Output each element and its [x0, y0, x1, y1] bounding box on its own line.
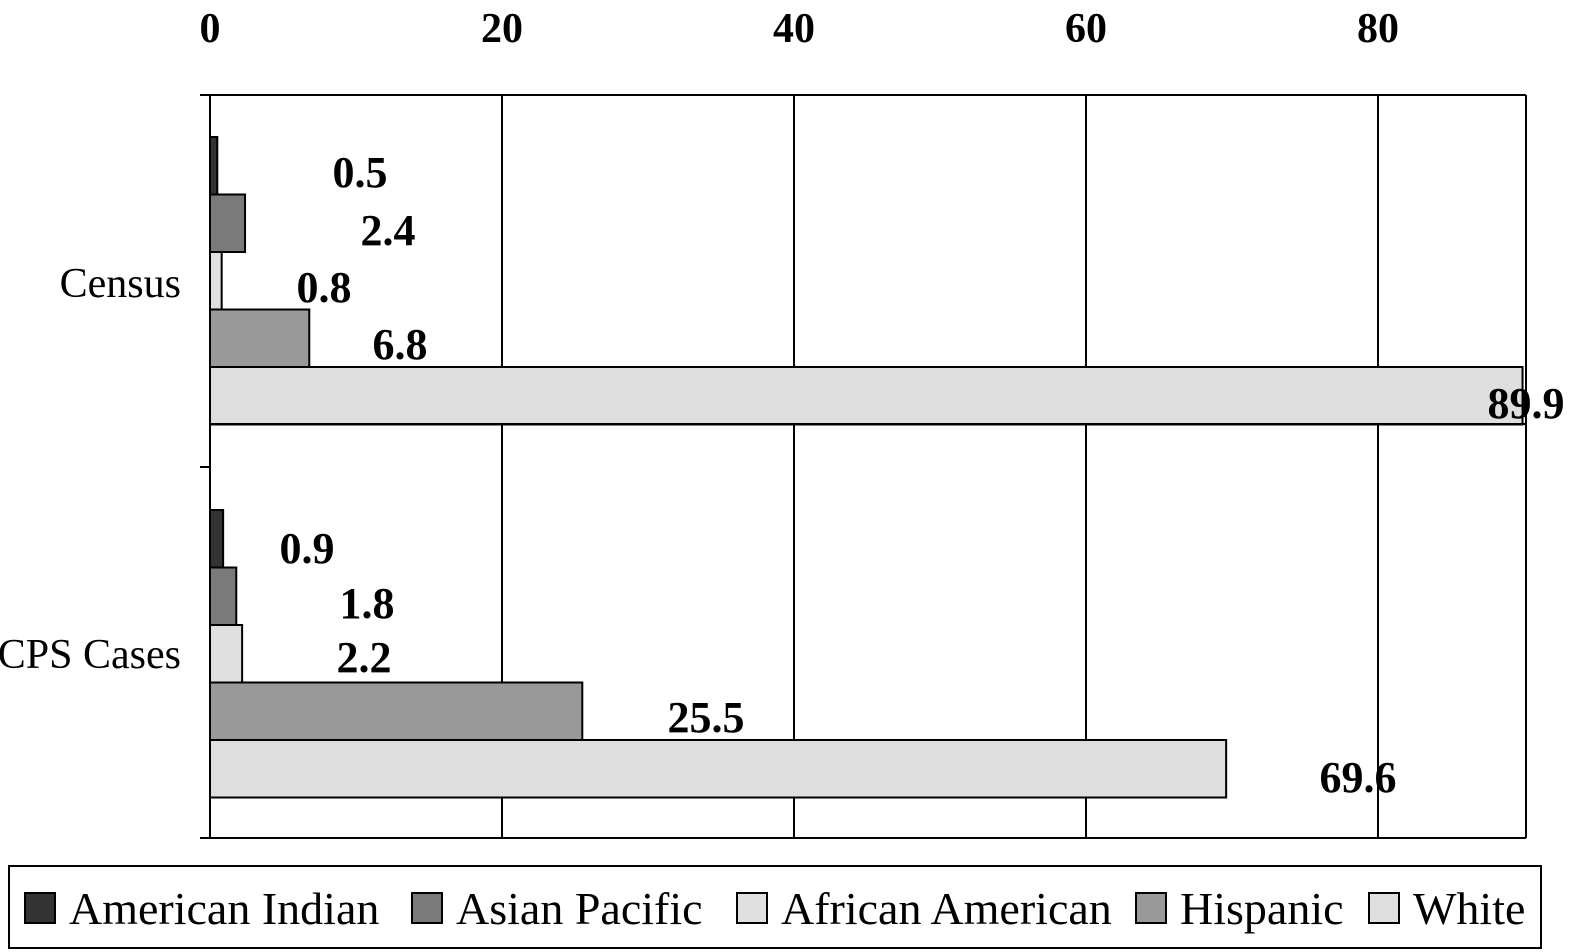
legend-swatch	[1368, 892, 1400, 924]
bar	[209, 308, 311, 368]
data-label: 6.8	[373, 320, 428, 369]
data-label: 2.4	[361, 206, 416, 255]
category-label: Census	[60, 261, 181, 307]
gridlines	[501, 95, 1379, 838]
legend-box	[8, 865, 1542, 949]
legend-label: American Indian	[69, 883, 379, 934]
data-label: 2.2	[337, 633, 392, 682]
legend: American Indian Asian Pacific African Amer…	[8, 865, 1542, 949]
legend-swatch	[411, 892, 443, 924]
bar	[209, 509, 225, 569]
x-tick-label: 40	[773, 6, 815, 52]
x-tick-label: 20	[481, 6, 523, 52]
bar	[209, 624, 244, 684]
bar	[209, 251, 223, 311]
plot-frame	[200, 94, 1527, 839]
labels: 0 20 40 60 80 Census CPS Cases 0.5 2.40.8 6.8 89.9…	[0, 6, 1565, 802]
legend-label: White	[1413, 883, 1525, 934]
data-label: 0.8	[297, 263, 352, 312]
legend-label: Hispanic	[1180, 883, 1344, 934]
x-tick-label: 80	[1357, 6, 1399, 52]
bar	[209, 193, 247, 253]
bar	[209, 136, 219, 196]
data-label: 69.6	[1320, 753, 1397, 802]
data-label: 0.5	[333, 148, 388, 197]
data-label: 1.8	[340, 579, 395, 628]
bars	[209, 136, 1524, 799]
legend-label: African American	[781, 883, 1112, 934]
data-label: 0.9	[280, 524, 335, 573]
legend-swatch	[24, 892, 56, 924]
legend-swatch	[736, 892, 768, 924]
bar	[209, 566, 238, 626]
data-label: 89.9	[1488, 379, 1565, 428]
x-tick-label: 60	[1065, 6, 1107, 52]
x-tick-label: 0	[200, 6, 221, 52]
category-label: CPS Cases	[0, 632, 181, 678]
legend-swatch	[1135, 892, 1167, 924]
bar	[209, 739, 1228, 799]
data-label: 25.5	[668, 693, 745, 742]
bar	[209, 366, 1524, 426]
legend-label: Asian Pacific	[456, 883, 703, 934]
bar	[209, 681, 584, 741]
